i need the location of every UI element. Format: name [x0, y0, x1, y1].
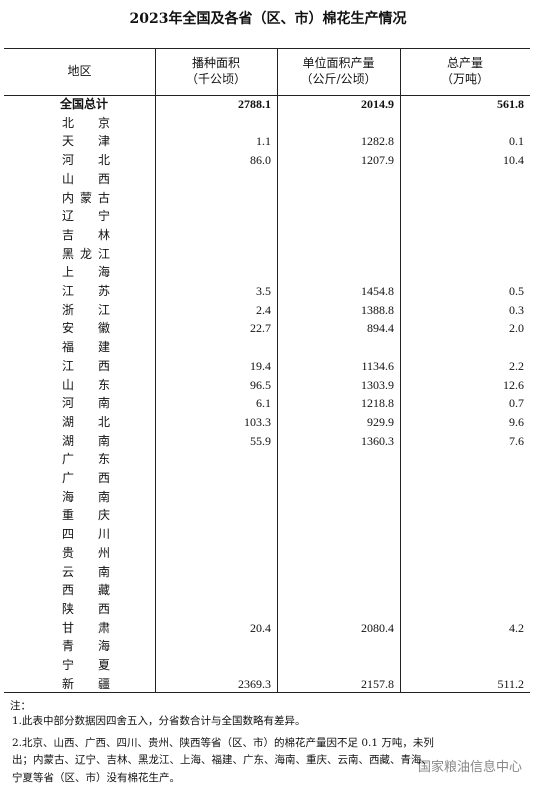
region-name: 广东: [62, 452, 110, 467]
cell-value: 2369.3: [238, 676, 271, 691]
cell-value: 0.3: [509, 302, 524, 317]
region-name: 西藏: [62, 583, 110, 598]
cell-value: 4.2: [509, 620, 524, 635]
cell-value: 6.1: [256, 396, 271, 411]
cell-value: 1454.8: [361, 284, 394, 298]
region-name: 湖北: [62, 414, 110, 429]
cell-value: 0.1: [509, 134, 524, 149]
cell-value: 894.4: [367, 321, 394, 336]
column-header: 播种面积: [191, 56, 240, 70]
cell-value: 0.7: [509, 396, 524, 411]
column-line: [155, 48, 156, 692]
region-name: 福建: [62, 340, 110, 355]
cell-value: 9.6: [509, 414, 524, 429]
note-line: 2.北京、山西、广西、四川、贵州、陕西等省（区、市）的棉花产量因不足 0.1 万…: [12, 737, 434, 749]
cell-value: 1.1: [256, 134, 271, 149]
table-border: [4, 48, 530, 49]
region-name: 广西: [62, 471, 110, 485]
cell-value: 1282.8: [361, 134, 394, 149]
cell-value: 86.0: [250, 153, 271, 168]
cell-value: 1360.3: [361, 433, 394, 448]
watermark: 国家粮油信息中心: [417, 760, 522, 775]
column-header: 地区: [67, 64, 92, 78]
region-name: 宁夏: [62, 658, 110, 672]
region-name: 辽宁: [62, 209, 110, 224]
region-name: 天津: [62, 134, 110, 149]
region-name: 贵州: [62, 545, 110, 560]
region-name: 安徽: [62, 321, 110, 336]
cell-value: 2157.8: [361, 676, 394, 691]
cell-value: 10.4: [503, 153, 524, 168]
region-name: 山东: [62, 377, 110, 392]
region-name: 浙江: [62, 302, 110, 317]
column-unit: （万吨）: [440, 72, 489, 86]
region-name: 河南: [62, 396, 110, 411]
region-name: 新疆: [62, 676, 110, 691]
region-name: 重庆: [62, 508, 110, 523]
region-name: 四川: [62, 527, 110, 542]
cell-value: 2080.4: [361, 620, 394, 635]
cell-value: 1303.9: [361, 377, 394, 392]
cell-value: 7.6: [509, 433, 524, 448]
cell-value: 561.8: [497, 97, 524, 111]
cell-value: 2014.9: [361, 97, 394, 111]
cell-value: 12.6: [503, 377, 524, 392]
region-name: 河北: [62, 153, 110, 168]
column-line: [277, 48, 278, 692]
note-line: 出；内蒙古、辽宁、吉林、黑龙江、上海、福建、广东、海南、重庆、云南、西藏、青海、: [12, 754, 432, 766]
column-header: 总产量: [446, 56, 483, 70]
region-name: 内蒙古: [62, 190, 110, 205]
cell-value: 511.2: [497, 676, 524, 691]
title: 2023年全国及各省（区、市）棉花生产情况: [129, 11, 407, 27]
column-unit: （千公顷）: [185, 72, 246, 86]
cell-value: 22.7: [250, 321, 271, 336]
region-name: 江苏: [62, 284, 110, 298]
total-label: 全国总计: [60, 97, 109, 111]
region-name: 青海: [62, 639, 110, 654]
column-line: [400, 48, 401, 692]
cell-value: 2.4: [256, 302, 271, 317]
cell-value: 2.2: [509, 358, 524, 373]
cell-value: 3.5: [256, 284, 271, 298]
cell-value: 0.5: [509, 284, 524, 298]
column-header: 单位面积产量: [302, 56, 375, 70]
region-name: 陕西: [62, 601, 110, 616]
region-name: 吉林: [62, 227, 110, 242]
cell-value: 96.5: [250, 377, 271, 392]
region-name: 湖南: [62, 433, 110, 448]
cell-value: 2.0: [509, 321, 524, 336]
cell-value: 2788.1: [238, 97, 271, 111]
header-border: [4, 95, 530, 96]
region-name: 海南: [62, 489, 110, 504]
notes-label: 注：: [10, 700, 31, 712]
region-name: 山西: [62, 171, 110, 186]
note-line: 宁夏等省（区、市）没有棉花生产。: [12, 772, 180, 784]
cell-value: 1207.9: [361, 153, 394, 168]
cell-value: 1388.8: [361, 302, 394, 317]
cell-value: 20.4: [250, 620, 271, 635]
note-line: 1.此表中部分数据因四舍五入，分省数合计与全国数略有差异。: [12, 715, 306, 727]
region-name: 北京: [62, 115, 110, 130]
cell-value: 19.4: [250, 358, 271, 373]
cell-value: 929.9: [367, 414, 394, 429]
cell-value: 1218.8: [361, 396, 394, 411]
cell-value: 1134.6: [361, 358, 394, 373]
region-name: 甘肃: [62, 620, 110, 635]
table-border: [4, 692, 530, 693]
region-name: 江西: [62, 358, 110, 373]
cell-value: 55.9: [250, 433, 271, 448]
region-name: 黑龙江: [62, 246, 110, 261]
column-unit: （公斤/公顷）: [300, 72, 377, 86]
cell-value: 103.3: [244, 414, 271, 429]
region-name: 云南: [62, 564, 110, 579]
region-name: 上海: [62, 265, 110, 280]
